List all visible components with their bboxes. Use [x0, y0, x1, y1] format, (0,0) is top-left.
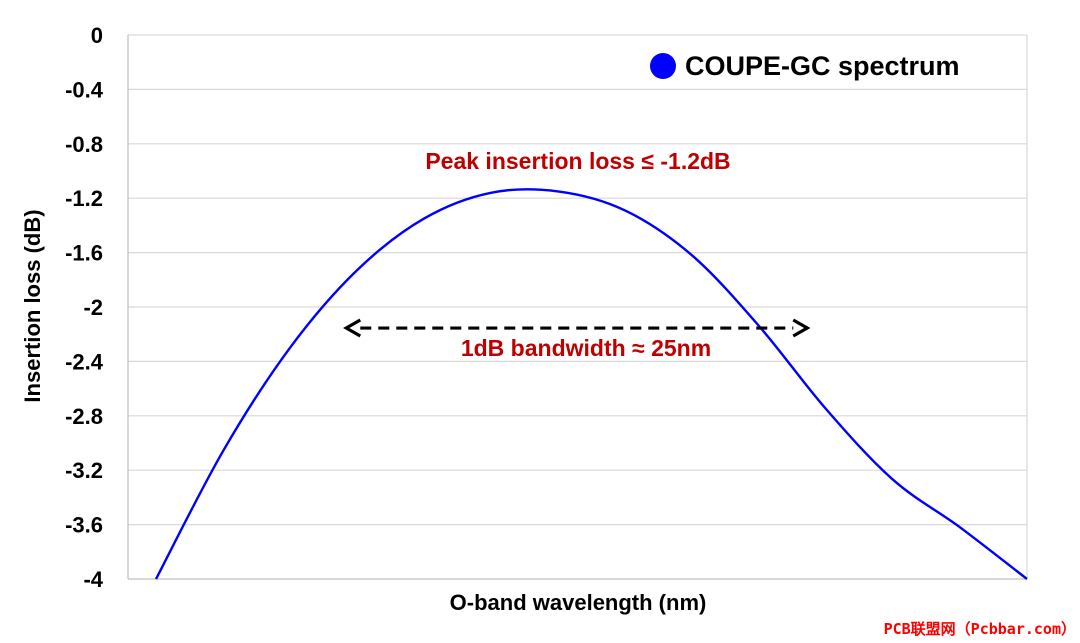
y-tick-label: -3.2 [65, 458, 103, 483]
y-tick-label: -1.6 [65, 241, 103, 266]
y-axis-ticks: 0 -0.4 -0.8 -1.2 -1.6 -2 -2.4 -2.8 -3.2 -3.6 -4 [65, 23, 104, 592]
bandwidth-arrow-head-left [343, 318, 362, 338]
bandwidth-annotation: 1dB bandwidth ≈ 25nm [461, 335, 711, 361]
legend-marker [650, 53, 676, 79]
series-line [154, 188, 1028, 580]
y-tick-label: -2 [83, 295, 103, 320]
x-axis-title: O-band wavelength (nm) [450, 590, 707, 615]
peak-annotation: Peak insertion loss ≤ -1.2dB [425, 148, 730, 174]
y-axis-title: Insertion loss (dB) [20, 209, 45, 402]
series-layer [154, 188, 1028, 580]
y-tick-label: -0.8 [65, 132, 103, 157]
y-tick-label: 0 [91, 23, 103, 48]
watermark: PCB联盟网（Pcbbar.com） [884, 620, 1076, 638]
bandwidth-arrow-head-right [792, 318, 811, 338]
gridlines [127, 34, 1028, 580]
y-tick-label: -2.4 [65, 349, 104, 374]
y-tick-label: -3.6 [65, 513, 103, 538]
legend-label: COUPE-GC spectrum [685, 51, 960, 81]
legend: COUPE-GC spectrum [650, 51, 960, 81]
y-tick-label: -4 [83, 567, 103, 592]
y-tick-label: -2.8 [65, 404, 103, 429]
y-tick-label: -0.4 [65, 77, 104, 102]
y-tick-label: -1.2 [65, 186, 103, 211]
bandwidth-arrow [343, 318, 811, 338]
